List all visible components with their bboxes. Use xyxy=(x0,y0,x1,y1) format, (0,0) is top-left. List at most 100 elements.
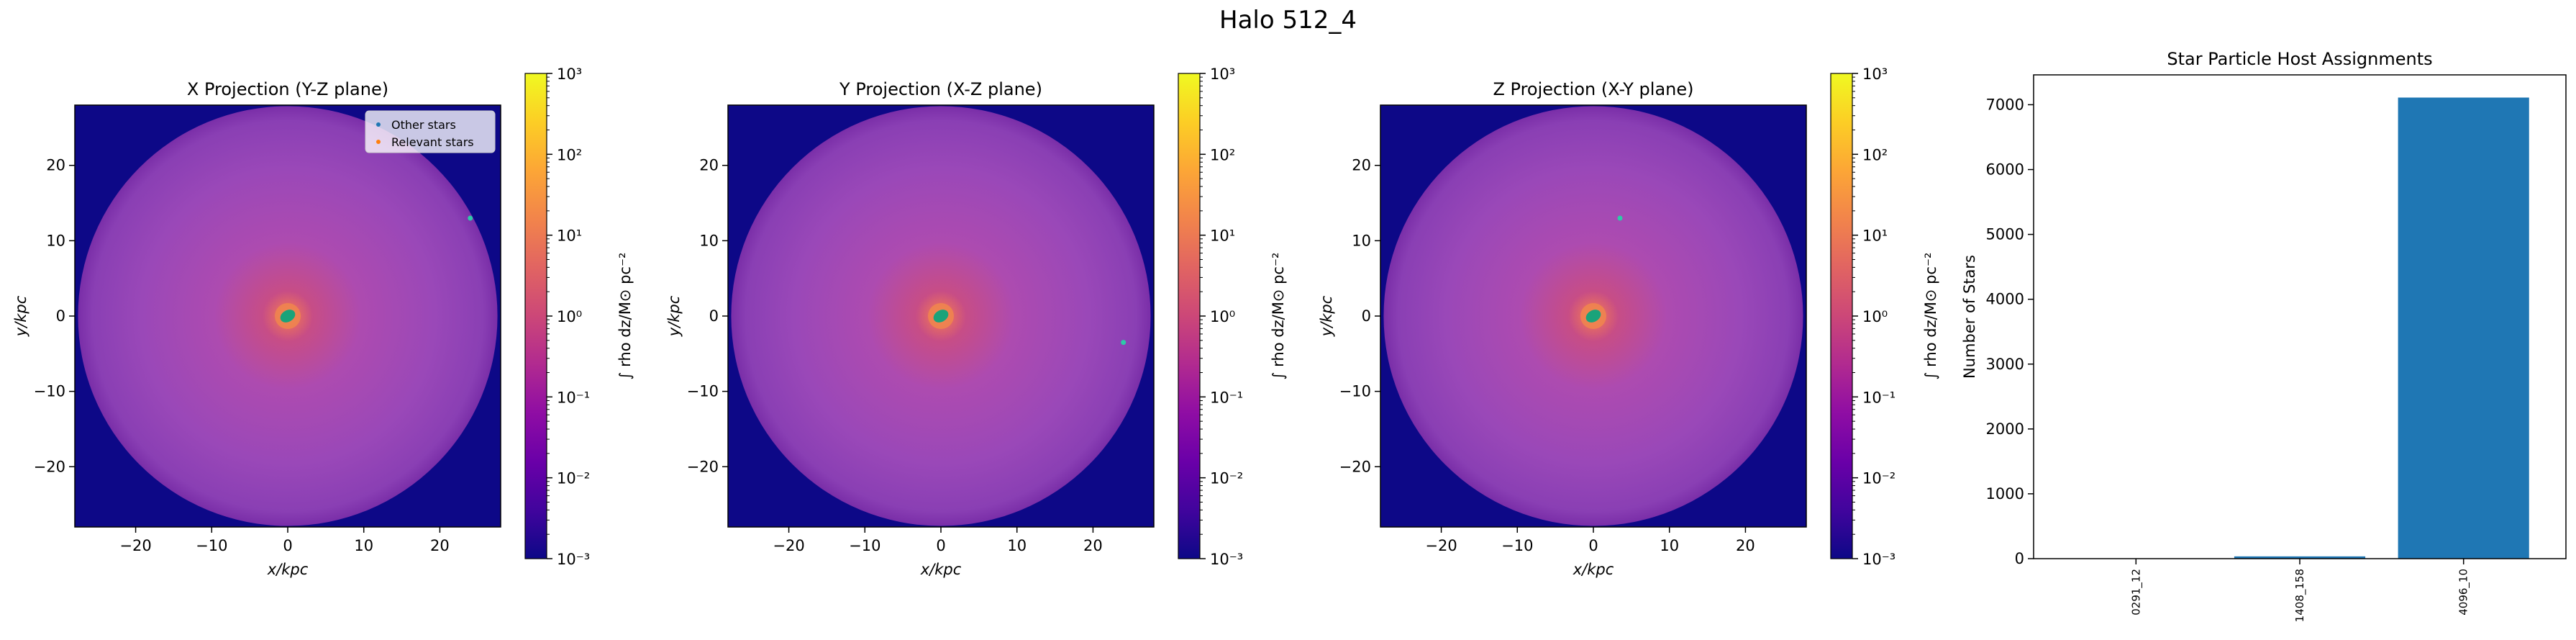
x-tick-label: 0 xyxy=(1588,537,1598,554)
colorbar-tick-label: 10⁻³ xyxy=(1210,551,1243,568)
colorbar-tick-label: 10³ xyxy=(1862,66,1888,83)
x-tick-label: 10 xyxy=(354,537,373,554)
x-axis-label: x/kpc xyxy=(1573,561,1614,578)
colorbar-2: 10⁻³ 10⁻² 10⁻¹ 10⁰ 10¹ 10² 10³ ∫ rho dz/M⊙ pc⁻² xyxy=(1178,66,1287,568)
plot-frame xyxy=(2033,74,2567,559)
x-tick-label: −20 xyxy=(773,537,804,554)
colorbar-tick-label: 10⁻¹ xyxy=(1862,389,1895,406)
x-tick-label: −10 xyxy=(849,537,880,554)
central-star-clump xyxy=(933,310,949,323)
colorbar-tick-label: 10⁰ xyxy=(1210,308,1235,325)
y-tick-label: 0 xyxy=(2015,550,2024,567)
colorbar-gradient xyxy=(524,73,547,559)
legend-label: Relevant stars xyxy=(391,135,474,149)
projection-panel-2: −20 −10 0 10 20 −20 −10 0 10 20 Y Projection (X-Z … xyxy=(665,79,1155,578)
y-tick-label: 1000 xyxy=(1986,485,2024,502)
y-tick-label: 2000 xyxy=(1986,420,2024,438)
x-axis-label: x/kpc xyxy=(920,561,962,578)
category-label: 4096_10 xyxy=(2457,569,2471,616)
colorbar-label: ∫ rho dz/M⊙ pc⁻² xyxy=(1270,253,1287,380)
satellite-star-clump xyxy=(468,215,473,221)
legend-marker xyxy=(376,140,381,144)
colorbar-tick-label: 10⁻² xyxy=(1862,470,1895,487)
y-tick-label: 10 xyxy=(699,232,719,249)
y-tick-label: −20 xyxy=(34,458,65,475)
colorbar-tick-label: 10¹ xyxy=(1210,227,1235,245)
colorbar-tick-label: 10⁻³ xyxy=(557,551,590,568)
y-tick-label: 3000 xyxy=(1986,356,2024,373)
satellite-star-clump xyxy=(1617,215,1623,221)
satellite-star-clump xyxy=(1121,340,1127,346)
colorbar-tick-label: 10⁻² xyxy=(557,470,590,487)
x-tick-label: −20 xyxy=(119,537,151,554)
colorbar-tick-label: 10² xyxy=(1862,146,1888,163)
x-tick-label: 10 xyxy=(1660,537,1679,554)
colorbar-gradient xyxy=(1830,73,1853,559)
x-tick-label: −10 xyxy=(1501,537,1533,554)
heatmap-image xyxy=(78,106,498,526)
colorbar-tick-label: 10¹ xyxy=(557,227,582,245)
category-label: 0291_12 xyxy=(2129,569,2143,616)
y-axis-label: y/kpc xyxy=(1318,295,1335,337)
central-star-clump xyxy=(280,310,296,323)
figure-title: Halo 512_4 xyxy=(1219,6,1357,35)
projection-panel-3: −20 −10 0 10 20 −20 −10 0 10 20 Z Projection (X-Y … xyxy=(1318,79,1807,578)
panel-title: X Projection (Y-Z plane) xyxy=(187,79,388,99)
central-star-clump xyxy=(1585,310,1601,323)
y-tick-label: 0 xyxy=(709,307,719,325)
colorbar-tick-label: 10³ xyxy=(1210,66,1235,83)
y-axis-label: y/kpc xyxy=(12,295,29,337)
y-tick-label: 10 xyxy=(1352,232,1371,249)
colorbar-label: ∫ rho dz/M⊙ pc⁻² xyxy=(616,253,634,380)
y-tick-label: 20 xyxy=(46,157,65,174)
colorbar-tick-label: 10⁻³ xyxy=(1862,551,1895,568)
colorbar-tick-label: 10⁻¹ xyxy=(1210,389,1243,406)
bar-chart-panel: 0291_12 1408_158 4096_10 0 1000 2000 3000 4000 5… xyxy=(1961,49,2567,622)
bar xyxy=(2398,97,2529,559)
y-tick-label: −10 xyxy=(34,383,65,400)
colorbar-gradient xyxy=(1178,73,1201,559)
x-tick-label: 20 xyxy=(430,537,450,554)
x-tick-label: 0 xyxy=(936,537,945,554)
y-tick-label: −20 xyxy=(1339,458,1371,475)
bar xyxy=(2234,556,2366,559)
y-tick-label: 0 xyxy=(1362,307,1371,325)
panel-title: Y Projection (X-Z plane) xyxy=(839,79,1042,99)
panel-title: Star Particle Host Assignments xyxy=(2167,49,2432,69)
x-tick-label: −20 xyxy=(1425,537,1457,554)
colorbar-tick-label: 10² xyxy=(1210,146,1235,163)
y-tick-label: 0 xyxy=(56,307,65,325)
heatmap-image xyxy=(1383,106,1803,526)
x-tick-label: 20 xyxy=(1083,537,1103,554)
y-tick-label: −10 xyxy=(687,383,719,400)
y-tick-label: 6000 xyxy=(1986,161,2024,179)
legend-label: Other stars xyxy=(391,118,456,132)
heatmap-image xyxy=(731,106,1151,526)
y-tick-label: 7000 xyxy=(1986,96,2024,113)
legend-marker xyxy=(376,122,381,127)
x-axis-label: x/kpc xyxy=(267,561,309,578)
y-tick-label: 5000 xyxy=(1986,226,2024,243)
colorbar-3: 10⁻³ 10⁻² 10⁻¹ 10⁰ 10¹ 10² 10³ ∫ rho dz/M⊙ pc⁻² xyxy=(1830,66,1939,568)
colorbar-tick-label: 10² xyxy=(557,146,582,163)
colorbar-tick-label: 10⁻² xyxy=(1210,470,1243,487)
legend-box xyxy=(365,110,496,153)
colorbar-tick-label: 10⁰ xyxy=(557,308,582,325)
y-tick-label: −20 xyxy=(687,458,719,475)
colorbar-tick-label: 10³ xyxy=(557,66,582,83)
x-tick-label: 10 xyxy=(1007,537,1027,554)
projection-panel-1: −20 −10 0 10 20 −20 −10 0 10 20 X Projection (Y-Z … xyxy=(12,79,501,578)
colorbar-tick-label: 10⁰ xyxy=(1862,308,1888,325)
panel-title: Z Projection (X-Y plane) xyxy=(1493,79,1693,99)
colorbar-tick-label: 10⁻¹ xyxy=(557,389,590,406)
x-tick-label: 20 xyxy=(1736,537,1755,554)
legend: Other stars Relevant stars xyxy=(365,110,496,153)
y-axis-label: y/kpc xyxy=(665,295,683,337)
colorbar-label: ∫ rho dz/M⊙ pc⁻² xyxy=(1922,253,1939,380)
category-label: 1408_158 xyxy=(2293,569,2307,622)
colorbar-1: 10⁻³ 10⁻² 10⁻¹ 10⁰ 10¹ 10² 10³ ∫ rho dz/M⊙ pc⁻² xyxy=(524,66,634,568)
x-tick-label: 0 xyxy=(283,537,292,554)
y-tick-label: 20 xyxy=(1352,157,1371,174)
colorbar-tick-label: 10¹ xyxy=(1862,227,1888,245)
